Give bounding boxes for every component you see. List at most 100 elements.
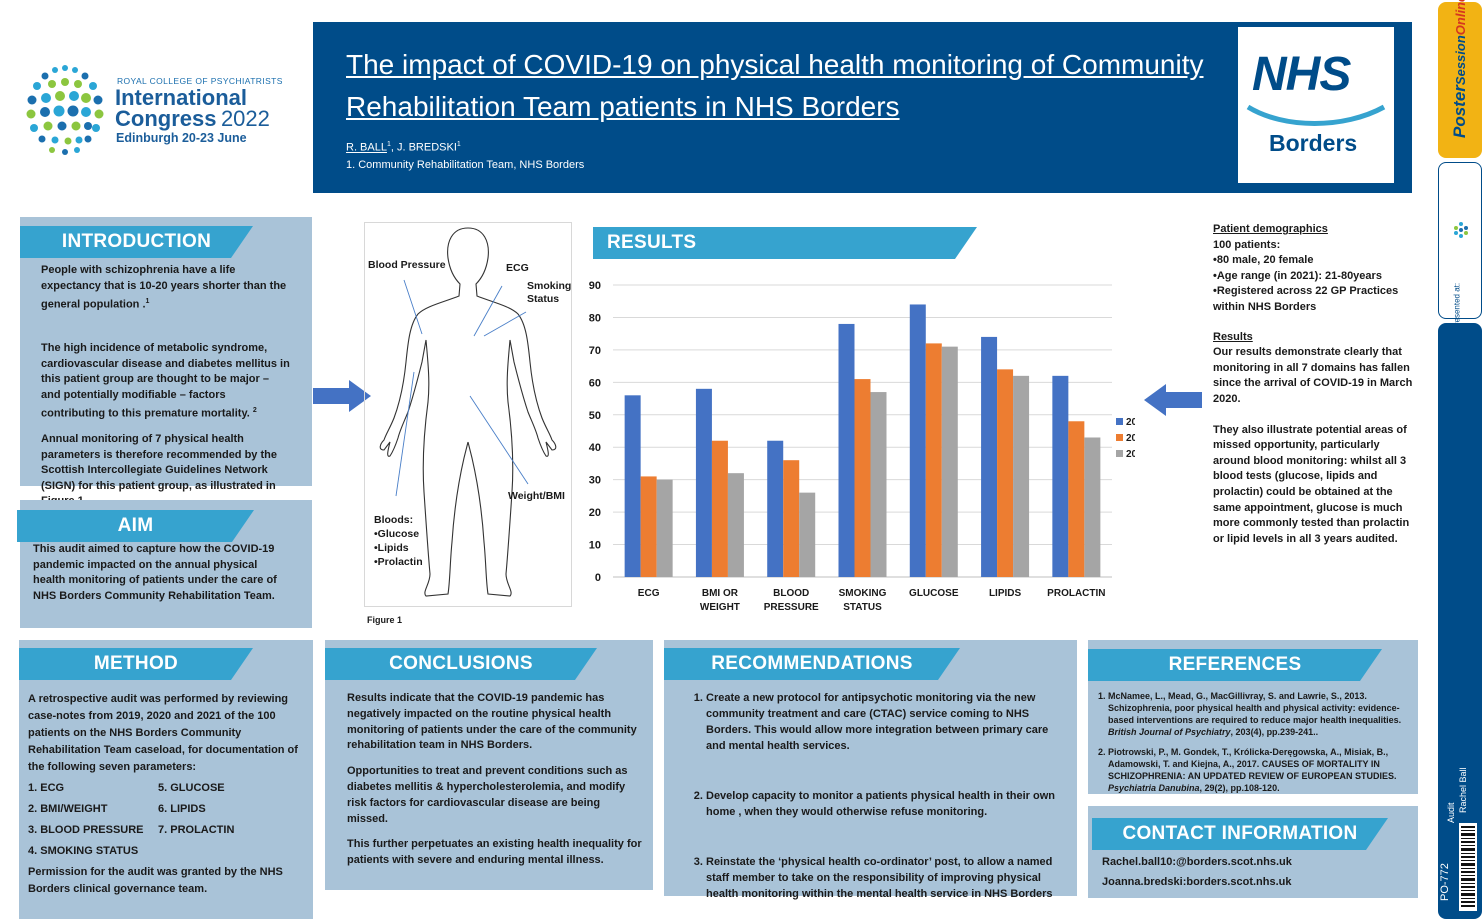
figure-label-bloods: Bloods: •Glucose •Lipids •Prolactin xyxy=(374,513,423,569)
figure-label-bloods-title: Bloods: xyxy=(374,514,414,526)
presenter-label: Rachel Ball xyxy=(1458,767,1468,813)
y-tick-label: 0 xyxy=(595,572,601,584)
affiliation: 1. Community Rehabilitation Team, NHS Bo… xyxy=(346,159,585,171)
logo-org: ROYAL COLLEGE OF PSYCHIATRISTS xyxy=(117,76,283,86)
method-permission: Permission for the audit was granted by … xyxy=(28,866,283,895)
figure-label-smoking-1: Smoking xyxy=(527,280,572,292)
y-tick-label: 70 xyxy=(589,345,601,357)
method-i2: 2. BMI/WEIGHT xyxy=(28,803,108,815)
logo-year: 2022 xyxy=(220,106,270,131)
page-title: The impact of COVID-19 on physical healt… xyxy=(346,49,1204,122)
recommendations-heading: RECOMMENDATIONS xyxy=(664,648,960,680)
figure-caption: Figure 1 xyxy=(367,615,403,625)
aim-heading: AIM xyxy=(17,510,254,542)
author-1: R. BALL xyxy=(346,141,387,154)
bar-2019-4 xyxy=(909,304,926,577)
intro-p3: Annual monitoring of 7 physical health p… xyxy=(41,433,277,507)
demographics-l3: •Age range (in 2021): 21-80years xyxy=(1213,269,1382,282)
legend-label-2019: 2019 xyxy=(1126,417,1135,428)
barcode-icon xyxy=(1459,823,1477,911)
logo-line3: Edinburgh 20-23 June xyxy=(116,131,247,145)
presented-at-label: Presented at: xyxy=(1452,282,1462,331)
x-tick-label: PRESSURE xyxy=(764,602,819,613)
legend-swatch-2021 xyxy=(1116,450,1123,457)
results-r1: Our results demonstrate clearly that mon… xyxy=(1213,346,1413,405)
x-tick-label: STATUS xyxy=(843,602,882,613)
method-i3: 3. BLOOD PRESSURE xyxy=(28,824,144,836)
congress-mini-logo-icon xyxy=(1454,222,1468,238)
aim-text: This audit aimed to capture how the COVI… xyxy=(33,543,277,602)
nhs-mark: NHS xyxy=(1252,48,1351,101)
figure-label-glucose: •Glucose xyxy=(374,528,420,540)
recommendations-panel xyxy=(664,640,1077,896)
bar-2020-3 xyxy=(854,379,871,577)
method-intro: A retrospective audit was performed by r… xyxy=(28,693,298,773)
x-tick-label: PROLACTIN xyxy=(1047,588,1105,599)
introduction-heading: INTRODUCTION xyxy=(20,226,253,258)
recommendation-1: Create a new protocol for antipsychotic … xyxy=(706,690,1060,754)
demographics-l4: •Registered across 22 GP Practices withi… xyxy=(1213,285,1399,313)
x-tick-label: LIPIDS xyxy=(989,588,1022,599)
legend-swatch-2020 xyxy=(1116,434,1123,441)
method-i4: 4. SMOKING STATUS xyxy=(28,845,139,857)
congress-logo: ROYAL COLLEGE OF PSYCHIATRISTS Internati… xyxy=(22,58,287,158)
logo-line2: Congress xyxy=(115,106,217,131)
dotted-globe-icon xyxy=(26,65,104,155)
header-band xyxy=(313,22,1412,193)
figure-label-smoking-2: Status xyxy=(527,293,560,305)
bar-2019-5 xyxy=(981,336,998,577)
x-tick-label: ECG xyxy=(638,588,660,599)
poster-session-tab[interactable]: PosterSessionOnline xyxy=(1438,0,1482,158)
bar-2021-2 xyxy=(799,492,816,577)
reference-1-journal: British Journal of Psychiatry xyxy=(1108,727,1231,737)
human-body-outline-icon xyxy=(379,227,557,597)
legend-label-2021: 2021 xyxy=(1126,449,1135,460)
demographics-heading: Patient demographics xyxy=(1213,223,1328,235)
bar-2019-1 xyxy=(695,388,712,577)
contact-email-2[interactable]: Joanna.bredski:borders.scot.nhs.uk xyxy=(1102,876,1292,888)
recommendation-3: Reinstate the ‘physical health co-ordina… xyxy=(706,854,1060,902)
x-tick-label: GLUCOSE xyxy=(909,588,959,599)
nhs-swoosh-icon xyxy=(1246,104,1386,126)
nhs-name: Borders xyxy=(1269,130,1358,156)
y-tick-label: 80 xyxy=(589,312,601,324)
intro-p1-sup: 1 xyxy=(145,298,150,305)
introduction-text: People with schizophrenia have a life ex… xyxy=(41,263,291,524)
bar-2020-2 xyxy=(783,460,800,577)
recommendations-list: Create a new protocol for antipsychotic … xyxy=(690,690,1060,921)
intro-p2-sup: 2 xyxy=(252,407,257,415)
demographics-l1: 100 patients: xyxy=(1213,238,1281,251)
author-2: , J. BREDSKI xyxy=(390,141,457,154)
legend-label-2020: 2020 xyxy=(1126,433,1135,444)
authors: R. BALL1, J. BREDSKI1 xyxy=(346,141,461,154)
method-heading: METHOD xyxy=(19,648,253,680)
conclusions-p3: This further perpetuates an existing hea… xyxy=(347,838,642,867)
bar-2021-0 xyxy=(656,479,673,577)
references-heading: REFERENCES xyxy=(1088,649,1382,681)
x-tick-label: BMI OR xyxy=(702,588,739,599)
figure-label-lipids: •Lipids xyxy=(374,542,409,554)
bar-2019-0 xyxy=(624,395,641,577)
brand-session: Session xyxy=(1453,35,1468,86)
recommendation-2: Develop capacity to monitor a patients p… xyxy=(706,788,1060,820)
bar-2021-3 xyxy=(870,392,887,577)
method-i7: 7. PROLACTIN xyxy=(158,824,235,836)
y-tick-label: 40 xyxy=(589,442,601,454)
conclusions-heading: CONCLUSIONS xyxy=(325,648,597,680)
bar-2019-6 xyxy=(1052,375,1069,577)
y-tick-label: 90 xyxy=(589,280,601,292)
intro-p1: People with schizophrenia have a life ex… xyxy=(41,264,287,311)
conclusions-text: Results indicate that the COVID-19 pande… xyxy=(347,691,643,883)
arrow-left-icon xyxy=(1144,384,1202,416)
figure-label-smoking: Smoking Status xyxy=(527,280,571,306)
x-tick-label: WEIGHT xyxy=(700,602,740,613)
poster-code: PO-772 xyxy=(1439,863,1451,901)
figure-frame xyxy=(364,222,572,607)
reference-2: Piotrowski, P., M. Gondek, T., Królicka-… xyxy=(1108,746,1410,794)
logo-line1: International xyxy=(115,85,248,110)
contact-email-1[interactable]: Rachel.ball10:@borders.scot.nhs.uk xyxy=(1102,856,1292,868)
demographics: Patient demographics 100 patients: •80 m… xyxy=(1213,222,1418,547)
reference-1: McNamee, L., Mead, G., MacGillivray, S. … xyxy=(1108,690,1410,738)
intro-p2: The high incidence of metabolic syndrome… xyxy=(41,342,290,420)
demographics-l2: •80 male, 20 female xyxy=(1213,254,1314,267)
